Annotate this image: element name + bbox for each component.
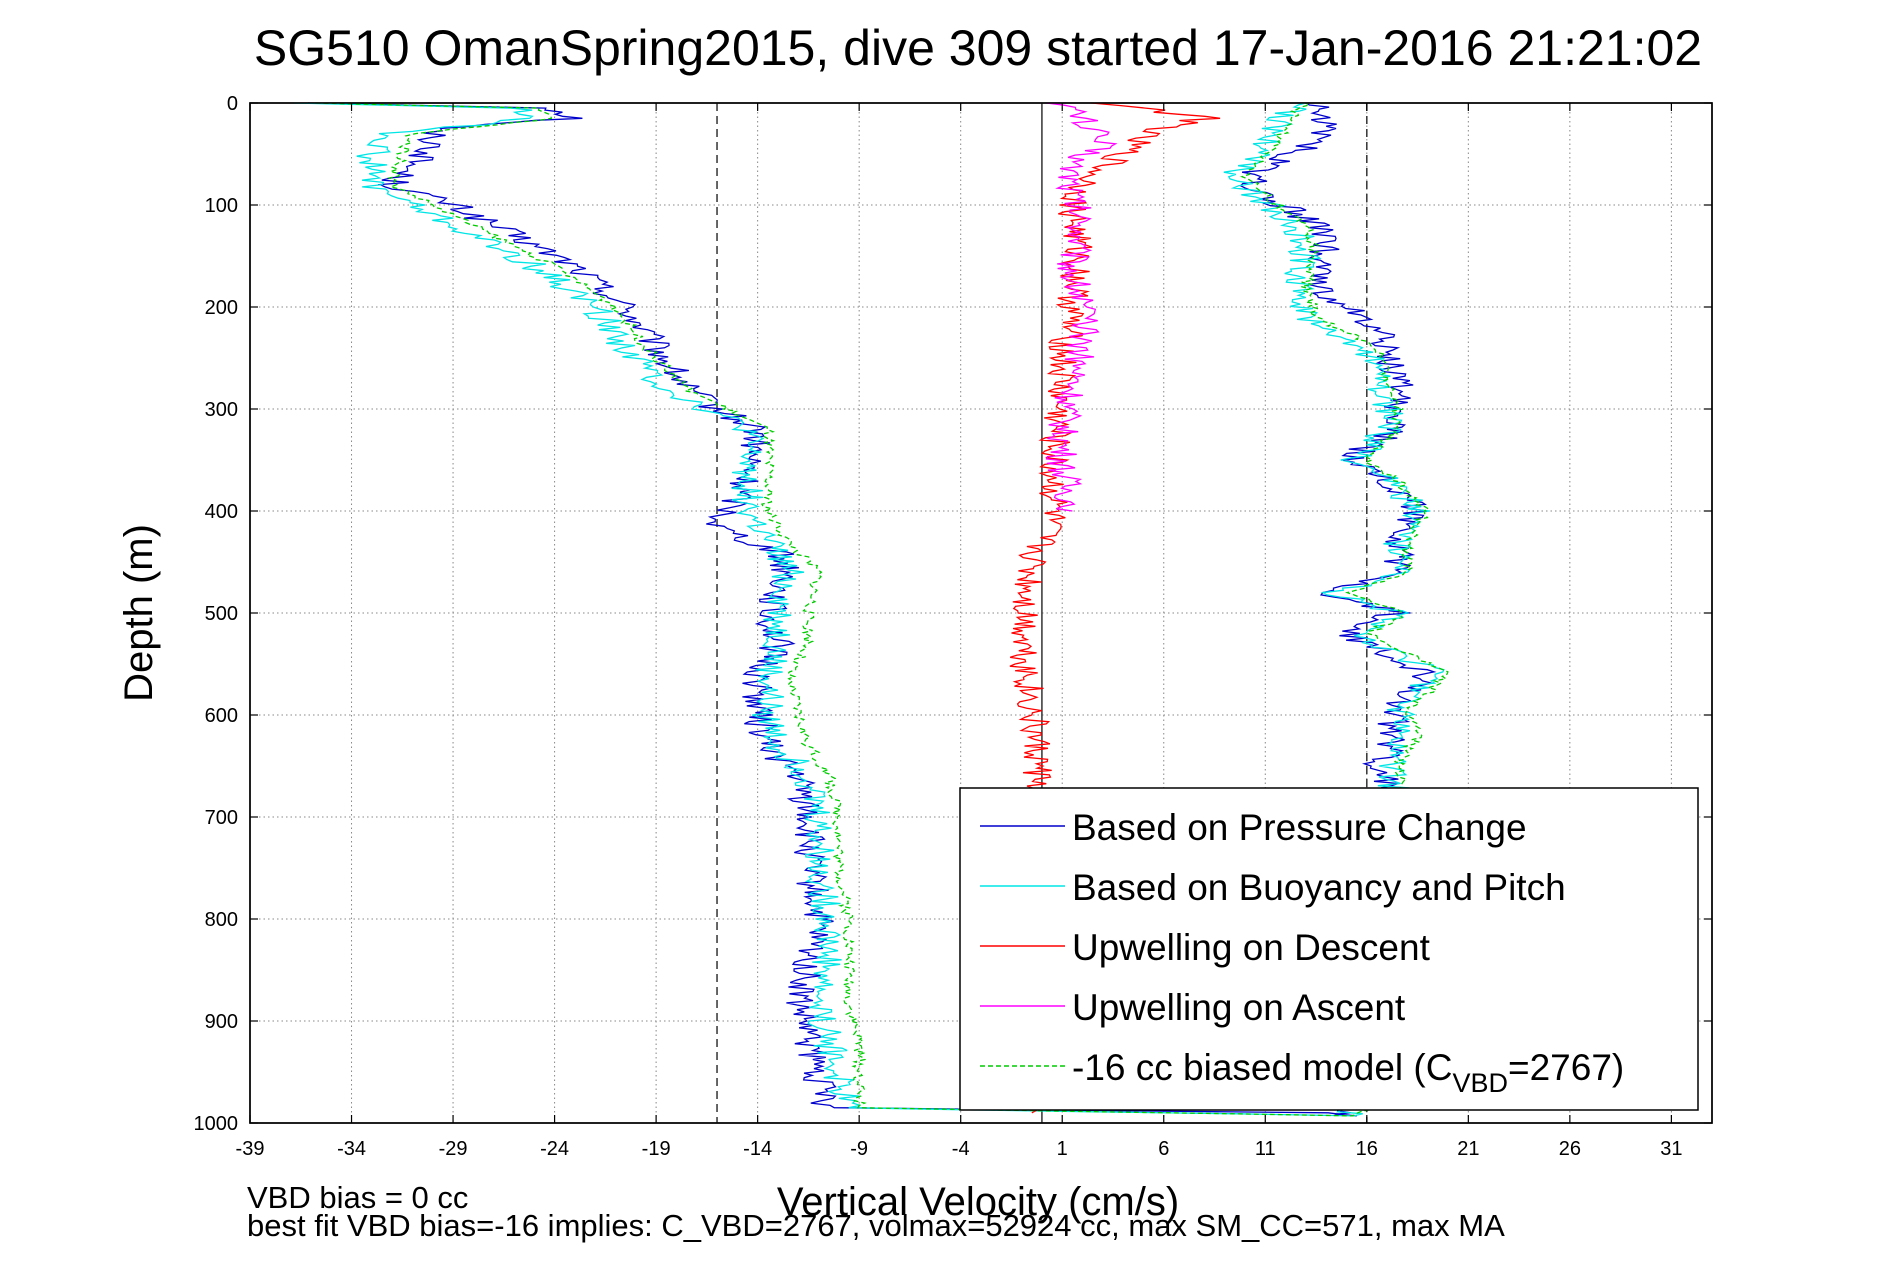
- y-tick-label-500: 500: [205, 603, 238, 625]
- x-tick-label-4: -4: [952, 1138, 970, 1160]
- legend-label-suffix: =2767): [1508, 1047, 1624, 1088]
- legend-label-4: Upwelling on Ascent: [1072, 987, 1406, 1028]
- x-tick-label-29: -29: [439, 1138, 468, 1160]
- x-tick-label-19: -19: [642, 1138, 671, 1160]
- y-tick-label-800: 800: [205, 909, 238, 931]
- x-tick-label-6: 6: [1158, 1138, 1169, 1160]
- legend: Based on Pressure Change Based on Buoyanc…: [959, 787, 1699, 1111]
- legend-box: [959, 787, 1699, 1111]
- annotation-best-fit: best fit VBD bias=-16 implies: C_VBD=276…: [247, 1208, 1505, 1243]
- annotation-vbd-bias: VBD bias = 0 cc: [247, 1180, 468, 1215]
- legend-label-3: Upwelling on Descent: [1072, 927, 1431, 968]
- series-line-based-on-buoyancy-and-pitch: [293, 102, 1445, 1117]
- y-tick-label-0: 0: [227, 93, 238, 115]
- y-tick-label-700: 700: [205, 807, 238, 829]
- y-tick-label-300: 300: [205, 399, 238, 421]
- x-tick-label-14: -14: [743, 1138, 772, 1160]
- y-tick-label-400: 400: [205, 501, 238, 523]
- x-tick-label-39: -39: [236, 1138, 265, 1160]
- x-tick-label-11: 11: [1255, 1138, 1276, 1160]
- y-tick-label-100: 100: [205, 195, 238, 217]
- legend-entries: Based on Pressure Change Based on Buoyanc…: [980, 807, 1624, 1098]
- legend-label-subscript: VBD: [1452, 1068, 1508, 1098]
- chart-title: SG510 OmanSpring2015, dive 309 started 1…: [254, 20, 1702, 76]
- x-tick-label-9: -9: [850, 1138, 868, 1160]
- x-tick-label-1: 1: [1057, 1138, 1068, 1160]
- legend-label-2: Based on Buoyancy and Pitch: [1072, 867, 1566, 908]
- legend-label-prefix: -16 cc biased model (C: [1072, 1047, 1452, 1088]
- series-line-16-cc-biased-model-c-vbd-2767: [315, 102, 1449, 1117]
- x-tick-label-21: 21: [1457, 1138, 1479, 1160]
- x-tick-label-34: -34: [337, 1138, 366, 1160]
- y-tick-label-200: 200: [205, 297, 238, 319]
- x-axis-label: Vertical Velocity (cm/s): [777, 1180, 1179, 1224]
- y-axis-label: Depth (m): [117, 524, 161, 702]
- x-tick-label-16: 16: [1356, 1138, 1378, 1160]
- y-tick-label-900: 900: [205, 1011, 238, 1033]
- x-tick-label-24: -24: [540, 1138, 569, 1160]
- y-axis-ticks: 0 100 200 300 400 500 600 700 800 900 1000: [194, 93, 1712, 1135]
- series-line-upwelling-on-ascent: [1045, 102, 1118, 512]
- legend-label-1: Based on Pressure Change: [1072, 807, 1527, 848]
- x-tick-label-26: 26: [1559, 1138, 1581, 1160]
- legend-label-5: -16 cc biased model (CVBD=2767): [1072, 1047, 1624, 1098]
- x-axis-ticks: -39 -34 -29 -24 -19 -14 -9 -4 1 6 11 16 21 26 31: [236, 103, 1683, 1160]
- x-tick-label-31: 31: [1660, 1138, 1682, 1160]
- y-tick-label-1000: 1000: [194, 1113, 239, 1135]
- y-tick-label-600: 600: [205, 705, 238, 727]
